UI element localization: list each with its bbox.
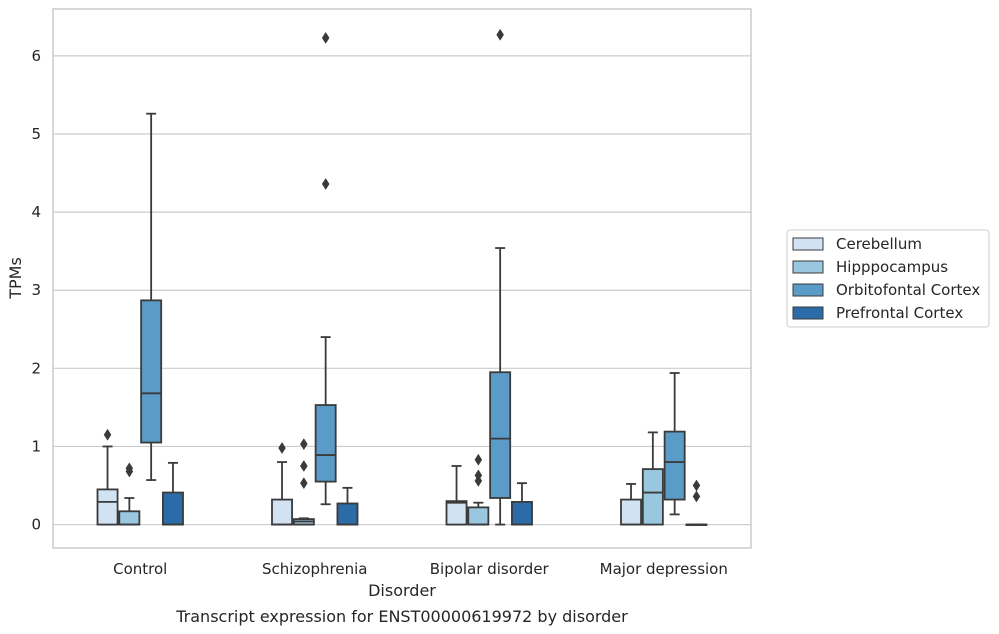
x-tick-label: Schizophrenia — [262, 560, 367, 578]
chart-caption: Transcript expression for ENST0000061997… — [175, 607, 628, 626]
plot-area-frame — [52, 8, 752, 549]
box-body — [314, 404, 337, 483]
x-tick-label: Control — [113, 560, 167, 578]
box-orbitofontal-cortex-1 — [314, 31, 337, 506]
legend: Cerebellum Hipppocampus Orbitofontal Corte… — [786, 229, 990, 328]
outlier-point — [125, 462, 134, 475]
legend-swatch — [792, 306, 824, 320]
y-axis-ticks: 0 1 2 3 4 5 6 — [31, 47, 41, 534]
outlier-point — [321, 31, 330, 44]
legend-label: Orbitofontal Cortex — [836, 281, 980, 299]
outlier-point — [300, 438, 308, 451]
legend-swatch — [792, 260, 824, 274]
x-tick-label: Bipolar disorder — [430, 560, 550, 578]
box-prefrontal-cortex-2 — [511, 482, 533, 526]
box-body — [489, 371, 512, 499]
outlier-point — [692, 479, 701, 492]
box-cerebellum-2 — [445, 465, 468, 526]
outlier-point — [300, 460, 308, 472]
x-axis-title: Disorder — [368, 581, 436, 600]
box-cerebellum-0 — [96, 428, 119, 526]
y-tick-label: 2 — [31, 359, 41, 377]
legend-swatch — [792, 237, 824, 251]
box-body — [336, 502, 359, 526]
outlier-point — [278, 442, 286, 454]
box-hipppocampus-3 — [641, 431, 664, 526]
box-prefrontal-cortex-3 — [685, 479, 708, 526]
x-tick-label: Major depression — [600, 560, 728, 578]
box-body — [445, 500, 468, 526]
box-orbitofontal-cortex-3 — [663, 372, 686, 516]
outlier-point — [321, 178, 330, 190]
box-hipppocampus-0 — [118, 462, 141, 526]
box-body — [140, 299, 163, 444]
box-prefrontal-cortex-1 — [336, 486, 359, 526]
box-prefrontal-cortex-0 — [162, 461, 184, 526]
y-tick-label: 0 — [31, 516, 41, 534]
legend-swatch — [792, 283, 824, 297]
box-hipppocampus-1 — [292, 438, 315, 526]
box-body — [118, 510, 141, 526]
box-cerebellum-3 — [620, 483, 642, 526]
box-body — [467, 506, 490, 526]
outlier-point — [496, 28, 504, 41]
box-cerebellum-1 — [271, 442, 293, 526]
y-tick-label: 1 — [31, 437, 41, 455]
outlier-point — [103, 428, 112, 441]
box-body — [641, 468, 664, 526]
grid-lines — [53, 55, 751, 526]
outlier-point — [692, 490, 701, 503]
box-body — [271, 498, 293, 526]
legend-label: Prefrontal Cortex — [836, 304, 963, 322]
outlier-point — [474, 469, 483, 482]
y-axis-title: TPMs — [6, 257, 25, 300]
box-body — [511, 501, 533, 526]
x-axis-ticks: Control Schizophrenia Bipolar disorder Majo… — [113, 560, 728, 578]
outlier-point — [300, 477, 308, 490]
y-tick-label: 5 — [31, 125, 41, 143]
y-tick-label: 6 — [31, 47, 41, 65]
outlier-point — [474, 453, 483, 466]
y-tick-label: 3 — [31, 281, 41, 299]
box-orbitofontal-cortex-0 — [140, 112, 163, 481]
legend-label: Cerebellum — [836, 235, 922, 253]
box-body — [96, 488, 119, 526]
box-body — [620, 498, 642, 526]
box-body — [162, 491, 184, 526]
box-hipppocampus-2 — [467, 453, 490, 526]
legend-frame — [786, 229, 990, 328]
box-plot-series — [96, 28, 708, 526]
box-body — [663, 430, 686, 501]
legend-label: Hipppocampus — [836, 258, 948, 276]
box-orbitofontal-cortex-2 — [489, 28, 512, 526]
y-tick-label: 4 — [31, 203, 41, 221]
